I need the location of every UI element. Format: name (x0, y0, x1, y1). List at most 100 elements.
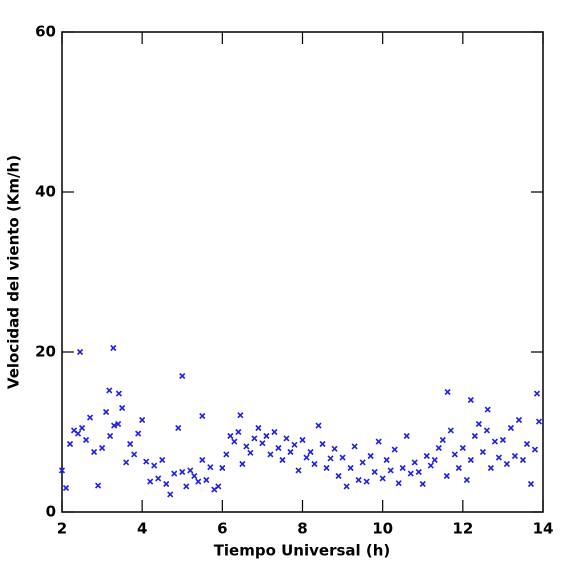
point (163, 480, 170, 488)
point (403, 432, 410, 440)
point (86, 414, 94, 421)
point (391, 446, 398, 453)
point (91, 448, 98, 456)
x-tick-label: 2 (57, 520, 67, 538)
x-axis-label: Tiempo Universal (h) (214, 542, 391, 560)
point (511, 452, 519, 460)
point (323, 464, 330, 472)
point (503, 460, 510, 468)
point (495, 454, 502, 461)
point (363, 478, 370, 485)
point (131, 451, 138, 458)
point (203, 476, 210, 484)
point (119, 404, 126, 412)
point (335, 472, 342, 480)
point (237, 412, 244, 419)
point (58, 467, 66, 474)
point (427, 462, 434, 469)
point (99, 444, 106, 452)
point (95, 482, 102, 489)
point (523, 440, 531, 448)
point (271, 428, 278, 436)
point (103, 408, 110, 416)
point (287, 448, 294, 456)
point (275, 444, 282, 452)
point (507, 424, 514, 432)
point (519, 456, 527, 464)
point (283, 435, 290, 442)
x-tick-label: 6 (217, 520, 227, 538)
point (311, 460, 318, 468)
point (515, 416, 523, 424)
point (483, 427, 490, 434)
point (419, 480, 426, 488)
point (484, 406, 491, 413)
point (339, 454, 346, 461)
point (82, 436, 90, 444)
point (191, 472, 198, 480)
point (487, 464, 494, 472)
point (179, 468, 186, 476)
point (127, 440, 134, 448)
point (467, 456, 474, 464)
point (319, 440, 326, 448)
point (291, 441, 298, 448)
point (227, 432, 234, 440)
point (531, 446, 539, 453)
point (379, 475, 386, 482)
point (367, 452, 374, 460)
point (387, 467, 394, 474)
point (199, 412, 206, 420)
point (455, 464, 462, 472)
point (463, 476, 470, 484)
point (135, 430, 142, 437)
point (395, 480, 402, 487)
x-tick-label: 8 (297, 520, 307, 538)
point (78, 424, 86, 432)
point (447, 427, 454, 434)
point (62, 484, 70, 492)
point (399, 464, 406, 472)
point (411, 459, 418, 466)
point (199, 456, 206, 464)
point (383, 456, 390, 464)
x-tick-label: 14 (533, 520, 554, 538)
point (243, 443, 250, 450)
point (215, 483, 222, 490)
point (235, 428, 242, 436)
point (351, 443, 358, 450)
point (359, 459, 366, 466)
y-tick-label: 60 (35, 23, 56, 41)
point (467, 396, 474, 404)
point (251, 435, 258, 442)
x-tick-label: 12 (452, 520, 473, 538)
point (115, 420, 122, 428)
point (431, 456, 438, 464)
point (471, 432, 478, 440)
y-tick-label: 40 (35, 183, 56, 201)
point (533, 390, 541, 397)
x-tick-label: 4 (137, 520, 147, 538)
point (435, 444, 442, 452)
point (183, 483, 190, 490)
point (66, 440, 74, 448)
point (219, 464, 226, 472)
point (167, 491, 174, 498)
point (499, 436, 506, 444)
point (451, 451, 458, 458)
point (527, 480, 535, 488)
point (195, 478, 202, 485)
point (151, 462, 158, 469)
point (491, 438, 498, 445)
point (207, 464, 214, 471)
point (327, 455, 334, 462)
point (371, 468, 378, 476)
point (331, 445, 338, 452)
point (479, 448, 486, 456)
point (171, 470, 178, 477)
point (443, 472, 450, 480)
point (247, 449, 254, 456)
point (76, 348, 84, 356)
point (155, 475, 162, 482)
